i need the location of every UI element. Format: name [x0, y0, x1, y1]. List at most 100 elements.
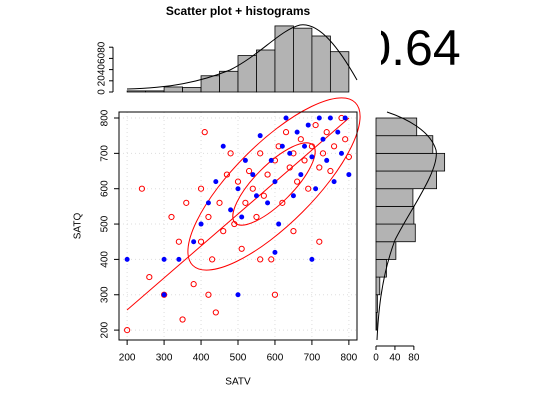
bar [375, 135, 434, 154]
point [272, 249, 278, 255]
point [228, 207, 234, 213]
point [312, 121, 319, 129]
point [316, 115, 322, 121]
bar [219, 70, 239, 93]
point [231, 220, 238, 228]
point [253, 193, 259, 199]
y-tick-label: 700 [100, 145, 111, 162]
bar [293, 27, 313, 93]
point [268, 256, 275, 263]
bar [375, 276, 381, 296]
point [265, 200, 271, 206]
point [305, 122, 311, 128]
x-tick-label: 600 [267, 353, 284, 364]
x-tick-label: 700 [304, 353, 321, 364]
point [331, 179, 337, 185]
point [242, 199, 249, 206]
point [146, 273, 153, 281]
point [276, 221, 282, 227]
point [308, 143, 316, 150]
point [239, 214, 245, 220]
point [302, 143, 308, 149]
ellipse [187, 97, 361, 271]
point [190, 281, 197, 288]
x-tick-label: 500 [230, 353, 247, 364]
point [294, 129, 300, 135]
y-tick-label: 300 [100, 286, 111, 303]
y-tick-label: 500 [100, 215, 111, 232]
y-tick-label: 40 [97, 64, 108, 76]
point [327, 167, 334, 175]
point [260, 192, 267, 199]
y-tick-label: 0 [97, 89, 108, 95]
point [257, 256, 264, 263]
point [235, 292, 241, 298]
bar [375, 188, 414, 207]
point [309, 256, 315, 262]
bar [311, 35, 331, 93]
point [197, 185, 205, 192]
point [338, 150, 344, 156]
y-tick-label: 400 [100, 251, 111, 268]
point [346, 172, 352, 178]
x-tick-label: 400 [193, 353, 210, 364]
point [257, 133, 263, 139]
point [320, 136, 326, 142]
point [316, 164, 323, 171]
y-tick-label: 800 [100, 109, 111, 126]
point [253, 213, 260, 221]
bar [375, 312, 378, 331]
point [283, 115, 289, 121]
point [197, 238, 205, 245]
point [179, 316, 186, 323]
point [327, 115, 333, 121]
correlation-box: 0.64 [381, 20, 461, 76]
bar [163, 86, 183, 93]
point [201, 129, 208, 136]
point [305, 185, 312, 192]
point [298, 172, 304, 178]
y-tick-label: 80 [97, 41, 108, 53]
y-tick-label: 60 [97, 52, 108, 64]
point [168, 213, 175, 221]
ellipse [232, 142, 316, 226]
point [160, 291, 168, 298]
point [330, 143, 338, 150]
point [342, 136, 349, 143]
y-tick-label: 600 [100, 180, 111, 197]
bar [375, 117, 418, 137]
point [287, 150, 293, 156]
point [191, 239, 197, 245]
point [175, 238, 182, 245]
point [124, 256, 130, 262]
point [161, 292, 167, 298]
y-tick-label: 20 [97, 75, 108, 87]
point [279, 199, 286, 206]
point [271, 291, 279, 298]
point [290, 228, 297, 235]
bar [145, 90, 165, 93]
bar [237, 55, 257, 93]
bar [329, 51, 350, 93]
point [272, 179, 278, 185]
x-tick-label: 200 [119, 353, 136, 364]
point [282, 129, 290, 136]
point [212, 309, 219, 316]
point [234, 178, 242, 185]
point [257, 150, 264, 157]
x-tick-label: 300 [156, 353, 173, 364]
point [183, 199, 190, 206]
point [161, 256, 167, 262]
point [209, 256, 216, 263]
point [249, 185, 256, 192]
point [176, 256, 182, 262]
point [242, 157, 248, 163]
x-tick-label: 0 [373, 353, 379, 364]
bar [274, 25, 294, 93]
point [313, 186, 319, 192]
point [301, 157, 308, 164]
x-tick-label: 40 [389, 353, 401, 364]
point [268, 157, 274, 163]
point [235, 186, 241, 192]
